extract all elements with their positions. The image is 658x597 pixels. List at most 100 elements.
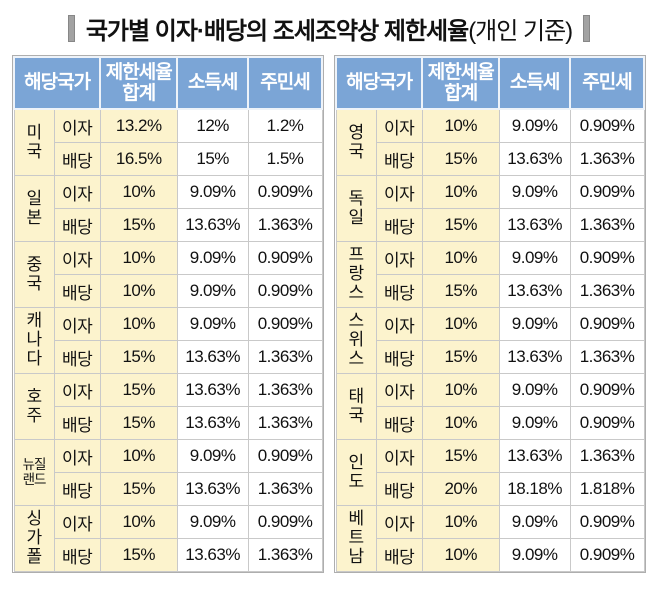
country-cell: 일 본 bbox=[13, 175, 55, 242]
total-rate-cell: 10% bbox=[99, 505, 178, 539]
table-row: 호 주 이자 15% 13.63% 1.363% bbox=[13, 373, 323, 440]
resident-tax-cell: 0.909% bbox=[569, 175, 645, 209]
type-cell: 배당 bbox=[53, 406, 101, 440]
type-cell: 배당 bbox=[375, 406, 423, 440]
table-row: 배당 15% 13.63% 1.363% bbox=[14, 340, 323, 374]
income-tax-cell: 13.63% bbox=[498, 439, 571, 473]
income-tax-cell: 9.09% bbox=[176, 439, 249, 473]
rate-table-left-frame: 해당국가 제한세율 합계 소득세 주민세 미 국 이자 13.2% 12% 1.2% 배당… bbox=[12, 55, 324, 573]
table-row: 배당 15% 13.63% 1.363% bbox=[14, 538, 323, 572]
table-row: 캐 나 다 이자 10% 9.09% 0.909% bbox=[13, 307, 323, 374]
income-tax-cell: 18.18% bbox=[498, 472, 571, 506]
col-header-income-tax: 소득세 bbox=[176, 56, 250, 110]
country-cell: 독 일 bbox=[335, 175, 377, 242]
resident-tax-cell: 1.818% bbox=[569, 472, 645, 506]
income-tax-cell: 9.09% bbox=[176, 175, 249, 209]
type-cell: 배당 bbox=[375, 274, 423, 308]
income-tax-cell: 9.09% bbox=[498, 108, 571, 143]
resident-tax-cell: 0.909% bbox=[569, 505, 645, 539]
resident-tax-cell: 1.363% bbox=[569, 142, 645, 176]
table-row: 스 위 스 이자 10% 9.09% 0.909% bbox=[335, 307, 645, 374]
resident-tax-cell: 1.363% bbox=[247, 538, 323, 572]
table-row: 배당 10% 9.09% 0.909% bbox=[14, 274, 323, 308]
type-cell: 배당 bbox=[53, 208, 101, 242]
resident-tax-cell: 1.363% bbox=[247, 208, 323, 242]
total-rate-cell: 10% bbox=[421, 373, 500, 407]
total-rate-cell: 15% bbox=[421, 208, 500, 242]
total-rate-cell: 15% bbox=[99, 340, 178, 374]
resident-tax-cell: 1.363% bbox=[569, 274, 645, 308]
table-row: 독 일 이자 10% 9.09% 0.909% bbox=[335, 175, 645, 242]
country-cell: 태 국 bbox=[335, 373, 377, 440]
income-tax-cell: 9.09% bbox=[176, 307, 249, 341]
table-row: 중 국 이자 10% 9.09% 0.909% bbox=[13, 241, 323, 308]
total-rate-cell: 15% bbox=[421, 142, 500, 176]
table-row: 프 랑 스 이자 10% 9.09% 0.909% bbox=[335, 241, 645, 308]
country-cell: 중 국 bbox=[13, 241, 55, 308]
resident-tax-cell: 1.363% bbox=[247, 472, 323, 506]
col-header-country: 해당국가 bbox=[12, 56, 102, 110]
income-tax-cell: 9.09% bbox=[498, 538, 571, 572]
rate-table-left: 해당국가 제한세율 합계 소득세 주민세 미 국 이자 13.2% 12% 1.2% 배당… bbox=[12, 56, 323, 572]
total-rate-cell: 10% bbox=[421, 307, 500, 341]
title-decoration-bar-right bbox=[583, 14, 591, 42]
resident-tax-cell: 0.909% bbox=[569, 538, 645, 572]
income-tax-cell: 9.09% bbox=[498, 505, 571, 539]
table-row: 배당 15% 13.63% 1.363% bbox=[14, 472, 323, 506]
income-tax-cell: 13.63% bbox=[176, 373, 249, 407]
income-tax-cell: 13.63% bbox=[498, 340, 571, 374]
income-tax-cell: 13.63% bbox=[498, 142, 571, 176]
type-cell: 배당 bbox=[53, 538, 101, 572]
table-row: 배당 15% 13.63% 1.363% bbox=[336, 340, 645, 374]
total-rate-cell: 20% bbox=[421, 472, 500, 506]
type-cell: 이자 bbox=[53, 373, 101, 407]
col-header-income-tax: 소득세 bbox=[498, 56, 572, 110]
type-cell: 배당 bbox=[375, 538, 423, 572]
type-cell: 이자 bbox=[53, 307, 101, 341]
type-cell: 배당 bbox=[375, 472, 423, 506]
total-rate-cell: 10% bbox=[421, 175, 500, 209]
col-header-resident-tax: 주민세 bbox=[247, 56, 323, 110]
type-cell: 배당 bbox=[53, 340, 101, 374]
table-row: 인 도 이자 15% 13.63% 1.363% bbox=[335, 439, 645, 506]
type-cell: 이자 bbox=[53, 241, 101, 275]
resident-tax-cell: 0.909% bbox=[247, 439, 323, 473]
table-row: 베 트 남 이자 10% 9.09% 0.909% bbox=[335, 505, 645, 572]
col-header-country: 해당국가 bbox=[334, 56, 424, 110]
page-title-main: 국가별 이자·배당의 조세조약상 제한세율 bbox=[85, 17, 469, 45]
total-rate-cell: 10% bbox=[421, 406, 500, 440]
type-cell: 이자 bbox=[53, 439, 101, 473]
table-row: 배당 15% 13.63% 1.363% bbox=[336, 274, 645, 308]
type-cell: 배당 bbox=[375, 142, 423, 176]
table-row: 일 본 이자 10% 9.09% 0.909% bbox=[13, 175, 323, 242]
type-cell: 배당 bbox=[375, 208, 423, 242]
table-row: 싱 가 폴 이자 10% 9.09% 0.909% bbox=[13, 505, 323, 572]
page-title: 국가별 이자·배당의 조세조약상 제한세율(개인 기준) bbox=[85, 11, 573, 46]
col-header-total-rate: 제한세율 합계 bbox=[99, 56, 179, 110]
country-cell: 영 국 bbox=[335, 108, 377, 176]
total-rate-cell: 15% bbox=[99, 406, 178, 440]
resident-tax-cell: 0.909% bbox=[247, 241, 323, 275]
income-tax-cell: 13.63% bbox=[176, 340, 249, 374]
header-row: 해당국가 제한세율 합계 소득세 주민세 bbox=[12, 56, 323, 110]
table-row: 태 국 이자 10% 9.09% 0.909% bbox=[335, 373, 645, 440]
income-tax-cell: 9.09% bbox=[498, 406, 571, 440]
rate-tables-container: 해당국가 제한세율 합계 소득세 주민세 미 국 이자 13.2% 12% 1.2% 배당… bbox=[0, 45, 658, 573]
total-rate-cell: 10% bbox=[99, 439, 178, 473]
type-cell: 이자 bbox=[53, 108, 101, 143]
table-row: 배당 15% 13.63% 1.363% bbox=[14, 406, 323, 440]
country-cell: 인 도 bbox=[335, 439, 377, 506]
resident-tax-cell: 1.2% bbox=[247, 108, 323, 143]
total-rate-cell: 10% bbox=[99, 307, 178, 341]
table-row: 뉴질 랜드 이자 10% 9.09% 0.909% bbox=[13, 439, 323, 506]
total-rate-cell: 10% bbox=[99, 241, 178, 275]
total-rate-cell: 15% bbox=[99, 208, 178, 242]
table-row: 영 국 이자 10% 9.09% 0.909% bbox=[335, 108, 645, 176]
rate-table-right: 해당국가 제한세율 합계 소득세 주민세 영 국 이자 10% 9.09% 0.909%… bbox=[334, 56, 645, 572]
total-rate-cell: 16.5% bbox=[99, 142, 178, 176]
total-rate-cell: 15% bbox=[421, 274, 500, 308]
type-cell: 이자 bbox=[375, 373, 423, 407]
income-tax-cell: 9.09% bbox=[498, 307, 571, 341]
table-row: 배당 15% 13.63% 1.363% bbox=[336, 208, 645, 242]
resident-tax-cell: 0.909% bbox=[569, 307, 645, 341]
